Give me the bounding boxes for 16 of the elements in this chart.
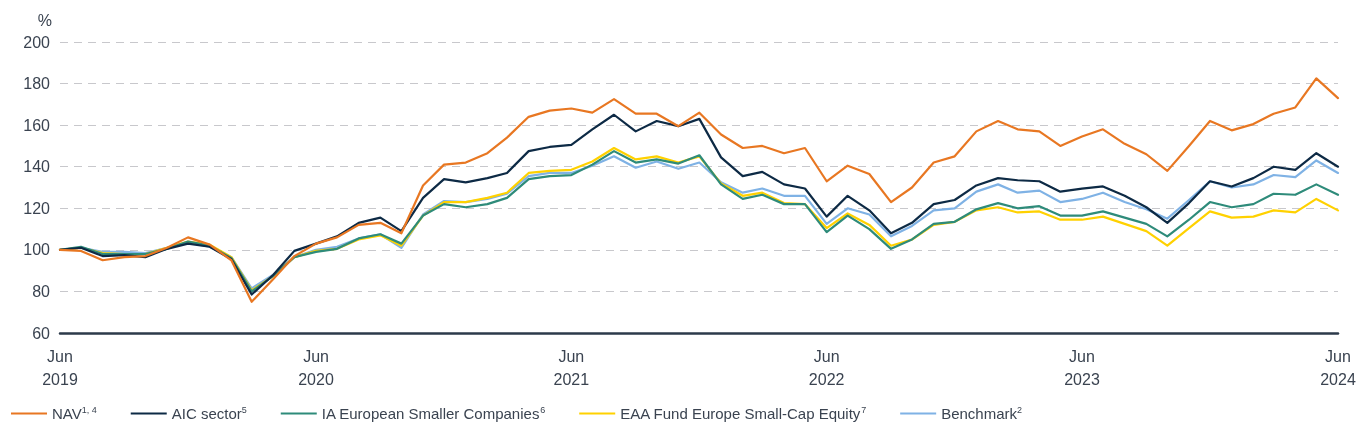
y-tick-label: 80 [32,282,51,300]
y-tick-label: 180 [23,75,51,93]
x-tick-label: Jun 2023 [1064,348,1100,388]
x-tick-label: Jun 2024 [1320,348,1356,388]
x-tick-label: Jun 2022 [808,348,845,388]
x-tick-label: Jun 2019 [42,348,78,388]
y-tick-label: 160 [23,116,51,134]
y-tick-label: 200 [23,33,51,51]
y-tick-label: 140 [23,158,51,176]
x-tick-label: Jun 2021 [553,348,590,388]
line-series [58,77,1340,303]
y-tick-label: 60 [32,324,51,342]
y-tick-label: 120 [23,199,51,217]
x-tick-label: Jun 2020 [298,348,334,388]
y-tick-label: 100 [23,241,51,259]
y-axis-title: % [37,11,52,29]
